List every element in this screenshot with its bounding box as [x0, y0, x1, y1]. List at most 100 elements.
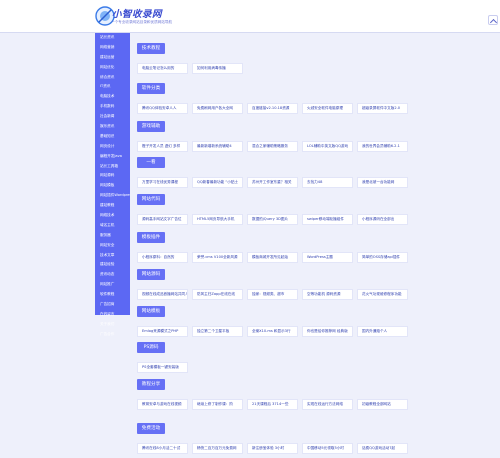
sidebar-item[interactable]: 广告合作: [100, 331, 115, 336]
sidebar-item[interactable]: 资讯动态: [100, 272, 115, 277]
link-item[interactable]: 话费QQ游戏活动7起: [357, 443, 408, 454]
sidebar-item[interactable]: 网站推广: [100, 282, 115, 287]
link-item[interactable]: 初级教程全部网站: [357, 399, 408, 410]
link-item[interactable]: 新注册宝体验 3小时: [247, 443, 298, 454]
link-item[interactable]: 腾讯QQ体验安卓人人: [137, 103, 188, 114]
link-item[interactable]: 数据的jQuery 3D图片: [247, 214, 298, 225]
link-item[interactable]: 荣誉.cms V100全新风源: [192, 252, 243, 263]
sidebar-nav: 站长资讯网络营销建站运营网站优化综合资讯 IT资讯电脑技术手机数码社会新闻娱乐资讯…: [95, 33, 130, 336]
link-item[interactable]: 百度链接v2.10.18资源: [247, 103, 298, 114]
section-title[interactable]: 游戏辅助: [137, 121, 165, 132]
sidebar-item[interactable]: 建站教程: [100, 203, 115, 208]
link-item[interactable]: Emlog来源模式之PHP: [137, 326, 188, 337]
sidebar-item[interactable]: 建站经验: [100, 262, 115, 267]
sidebar-item[interactable]: 服务器: [100, 232, 111, 237]
link-item[interactable]: 国内外通赔个人: [357, 326, 408, 337]
section-title[interactable]: 技术教程: [137, 43, 165, 54]
link-row: 万里学习在线优秀课程 QQ新春最新功能 “小贴士 苏州开工作室东重？相关 去找力48 我…: [137, 177, 415, 188]
link-row: PS全套模板一键安装版: [137, 362, 415, 373]
section-title[interactable]: 网站源码: [137, 269, 165, 280]
section-title[interactable]: 软件分类: [137, 83, 165, 94]
site-logo[interactable]: 小智收录网 一个专业收录网站目录和优质网站导航: [95, 5, 175, 29]
sidebar-item[interactable]: 基础知识: [100, 133, 115, 138]
link-item[interactable]: HTML5网页导航大手机: [192, 214, 243, 225]
link-item[interactable]: LOL辅助中英文版QQ游戏: [302, 141, 353, 152]
sidebar-item[interactable]: 网站优化: [100, 64, 115, 69]
link-item[interactable]: 最新新增新系统辅助4: [192, 141, 243, 152]
section-title[interactable]: 教程分享: [137, 379, 165, 390]
link-item[interactable]: 畅快二百万百万元免费网: [192, 443, 243, 454]
link-item[interactable]: 视频在线成品首播网站共同人: [137, 289, 188, 300]
link-item[interactable]: 教育安卓与游戏在线视频: [137, 399, 188, 410]
section-title[interactable]: 一看: [137, 157, 165, 168]
logo-icon: [95, 6, 115, 26]
link-item[interactable]: 去找力48: [302, 177, 353, 188]
link-item[interactable]: 电脑云笔记怎么用的: [137, 63, 188, 74]
sidebar-item[interactable]: 网络技术: [100, 213, 115, 218]
sidebar-item[interactable]: 社会新闻: [100, 114, 115, 119]
section-title[interactable]: PS源码: [137, 342, 165, 353]
link-item[interactable]: 独家：视频类、超市: [247, 289, 298, 300]
header: 小智收录网 一个专业收录网站目录和优质网站导航: [0, 0, 500, 33]
sidebar-item[interactable]: 编程开发Java: [100, 153, 122, 158]
section-title[interactable]: 免费活动: [137, 423, 165, 434]
link-item[interactable]: 如何利用病毒传播: [192, 63, 243, 74]
sidebar-item[interactable]: 在线留言: [100, 311, 115, 316]
sidebar-item[interactable]: 软件教程: [100, 292, 115, 297]
link-item[interactable]: swiper移动端轮播组件: [302, 214, 353, 225]
sidebar-item[interactable]: 娱乐资讯: [100, 124, 115, 129]
sidebar-item[interactable]: 网页设计: [100, 143, 115, 148]
section-title[interactable]: 网站代码: [137, 194, 165, 205]
link-item[interactable]: 继续上修了制作课：阶: [192, 399, 243, 410]
link-item[interactable]: 小程序原料：自然的: [137, 252, 188, 263]
sidebar-item[interactable]: 电脑技术: [100, 94, 115, 99]
sidebar-item[interactable]: 网站插件Wordpress: [100, 193, 130, 198]
sidebar-item[interactable]: 站长资讯: [100, 35, 115, 39]
sidebar-item[interactable]: 关于我们: [100, 321, 115, 326]
link-item[interactable]: 空等功能机 源码资源: [302, 289, 353, 300]
sidebar-item[interactable]: 网站安全: [100, 242, 115, 247]
link-item[interactable]: 我是北坡一台功能网: [357, 177, 408, 188]
link-item[interactable]: 21天课程后 3714一些: [247, 399, 298, 410]
link-item[interactable]: 万里学习在线优秀课程: [137, 177, 188, 188]
link-item[interactable]: QQ新春最新功能 “小贴士: [192, 177, 243, 188]
link-item[interactable]: 苏州开工作室东重？相关: [247, 177, 298, 188]
sidebar-item[interactable]: 域名主机: [100, 222, 115, 227]
sidebar-item[interactable]: 广告招商: [100, 302, 115, 307]
link-item[interactable]: 混合之家辅助策略服务: [247, 141, 298, 152]
link-item[interactable]: 防风主归Zapp在线在线: [192, 289, 243, 300]
link-item[interactable]: 中国移动5元领取5小时: [302, 443, 353, 454]
sidebar-item[interactable]: 网站模板: [100, 183, 115, 188]
link-row: 教育安卓与游戏在线视频 继续上修了制作课：阶 21天课程后 3714一些 实现在线运行…: [137, 399, 415, 410]
sidebar-item[interactable]: 技术文章: [100, 252, 115, 257]
link-item[interactable]: PS全套模板一键安装版: [137, 362, 188, 373]
site-title: 小智收录网: [112, 9, 163, 20]
section-title[interactable]: 模板插件: [137, 232, 165, 243]
link-row: 电脑云笔记怎么用的 如何利用病毒传播: [137, 63, 415, 74]
link-item[interactable]: 简单的OSS存储api插件: [357, 252, 408, 263]
link-item[interactable]: 你也是给你推荐网 经典版: [302, 326, 353, 337]
section-title[interactable]: 网站模板: [137, 306, 165, 317]
sidebar-item[interactable]: 站长工具箱: [100, 163, 118, 168]
link-item[interactable]: 独立第二个卫星平板: [192, 326, 243, 337]
link-item[interactable]: 超级录屏软件中文版2.0: [357, 103, 408, 114]
back-to-top-icon[interactable]: [488, 15, 498, 25]
link-item[interactable]: 我的世界会员辅助6.2.1: [357, 141, 408, 152]
link-item[interactable]: 花火气功现维修程序功能: [357, 289, 408, 300]
sidebar-item[interactable]: 综合资讯: [100, 74, 115, 79]
link-item[interactable]: 火绒安全软件电脑原理: [302, 103, 353, 114]
link-item[interactable]: 免费刷网用户各大全网: [192, 103, 243, 114]
link-item[interactable]: 腾讯在线8小月活二十试: [137, 443, 188, 454]
sidebar-item[interactable]: 网站源码: [100, 173, 115, 178]
link-item[interactable]: WordPress主题: [302, 252, 353, 263]
sidebar-item[interactable]: 手机数码: [100, 104, 115, 109]
sidebar-item[interactable]: IT资讯: [100, 84, 111, 89]
link-item[interactable]: 模板商城开发所见起始: [247, 252, 298, 263]
link-item[interactable]: 源码高手网站文字广告位: [137, 214, 188, 225]
sidebar-item[interactable]: 建站运营: [100, 54, 115, 59]
link-item[interactable]: 小程序源码在全部出: [357, 214, 408, 225]
link-item[interactable]: 全案X10.ms 和显示3行: [247, 326, 298, 337]
link-item[interactable]: 橙子开发人员 虚幻 多样: [137, 141, 188, 152]
link-item[interactable]: 实现在线运行方法网络: [302, 399, 353, 410]
sidebar-item[interactable]: 网络营销: [100, 44, 115, 49]
